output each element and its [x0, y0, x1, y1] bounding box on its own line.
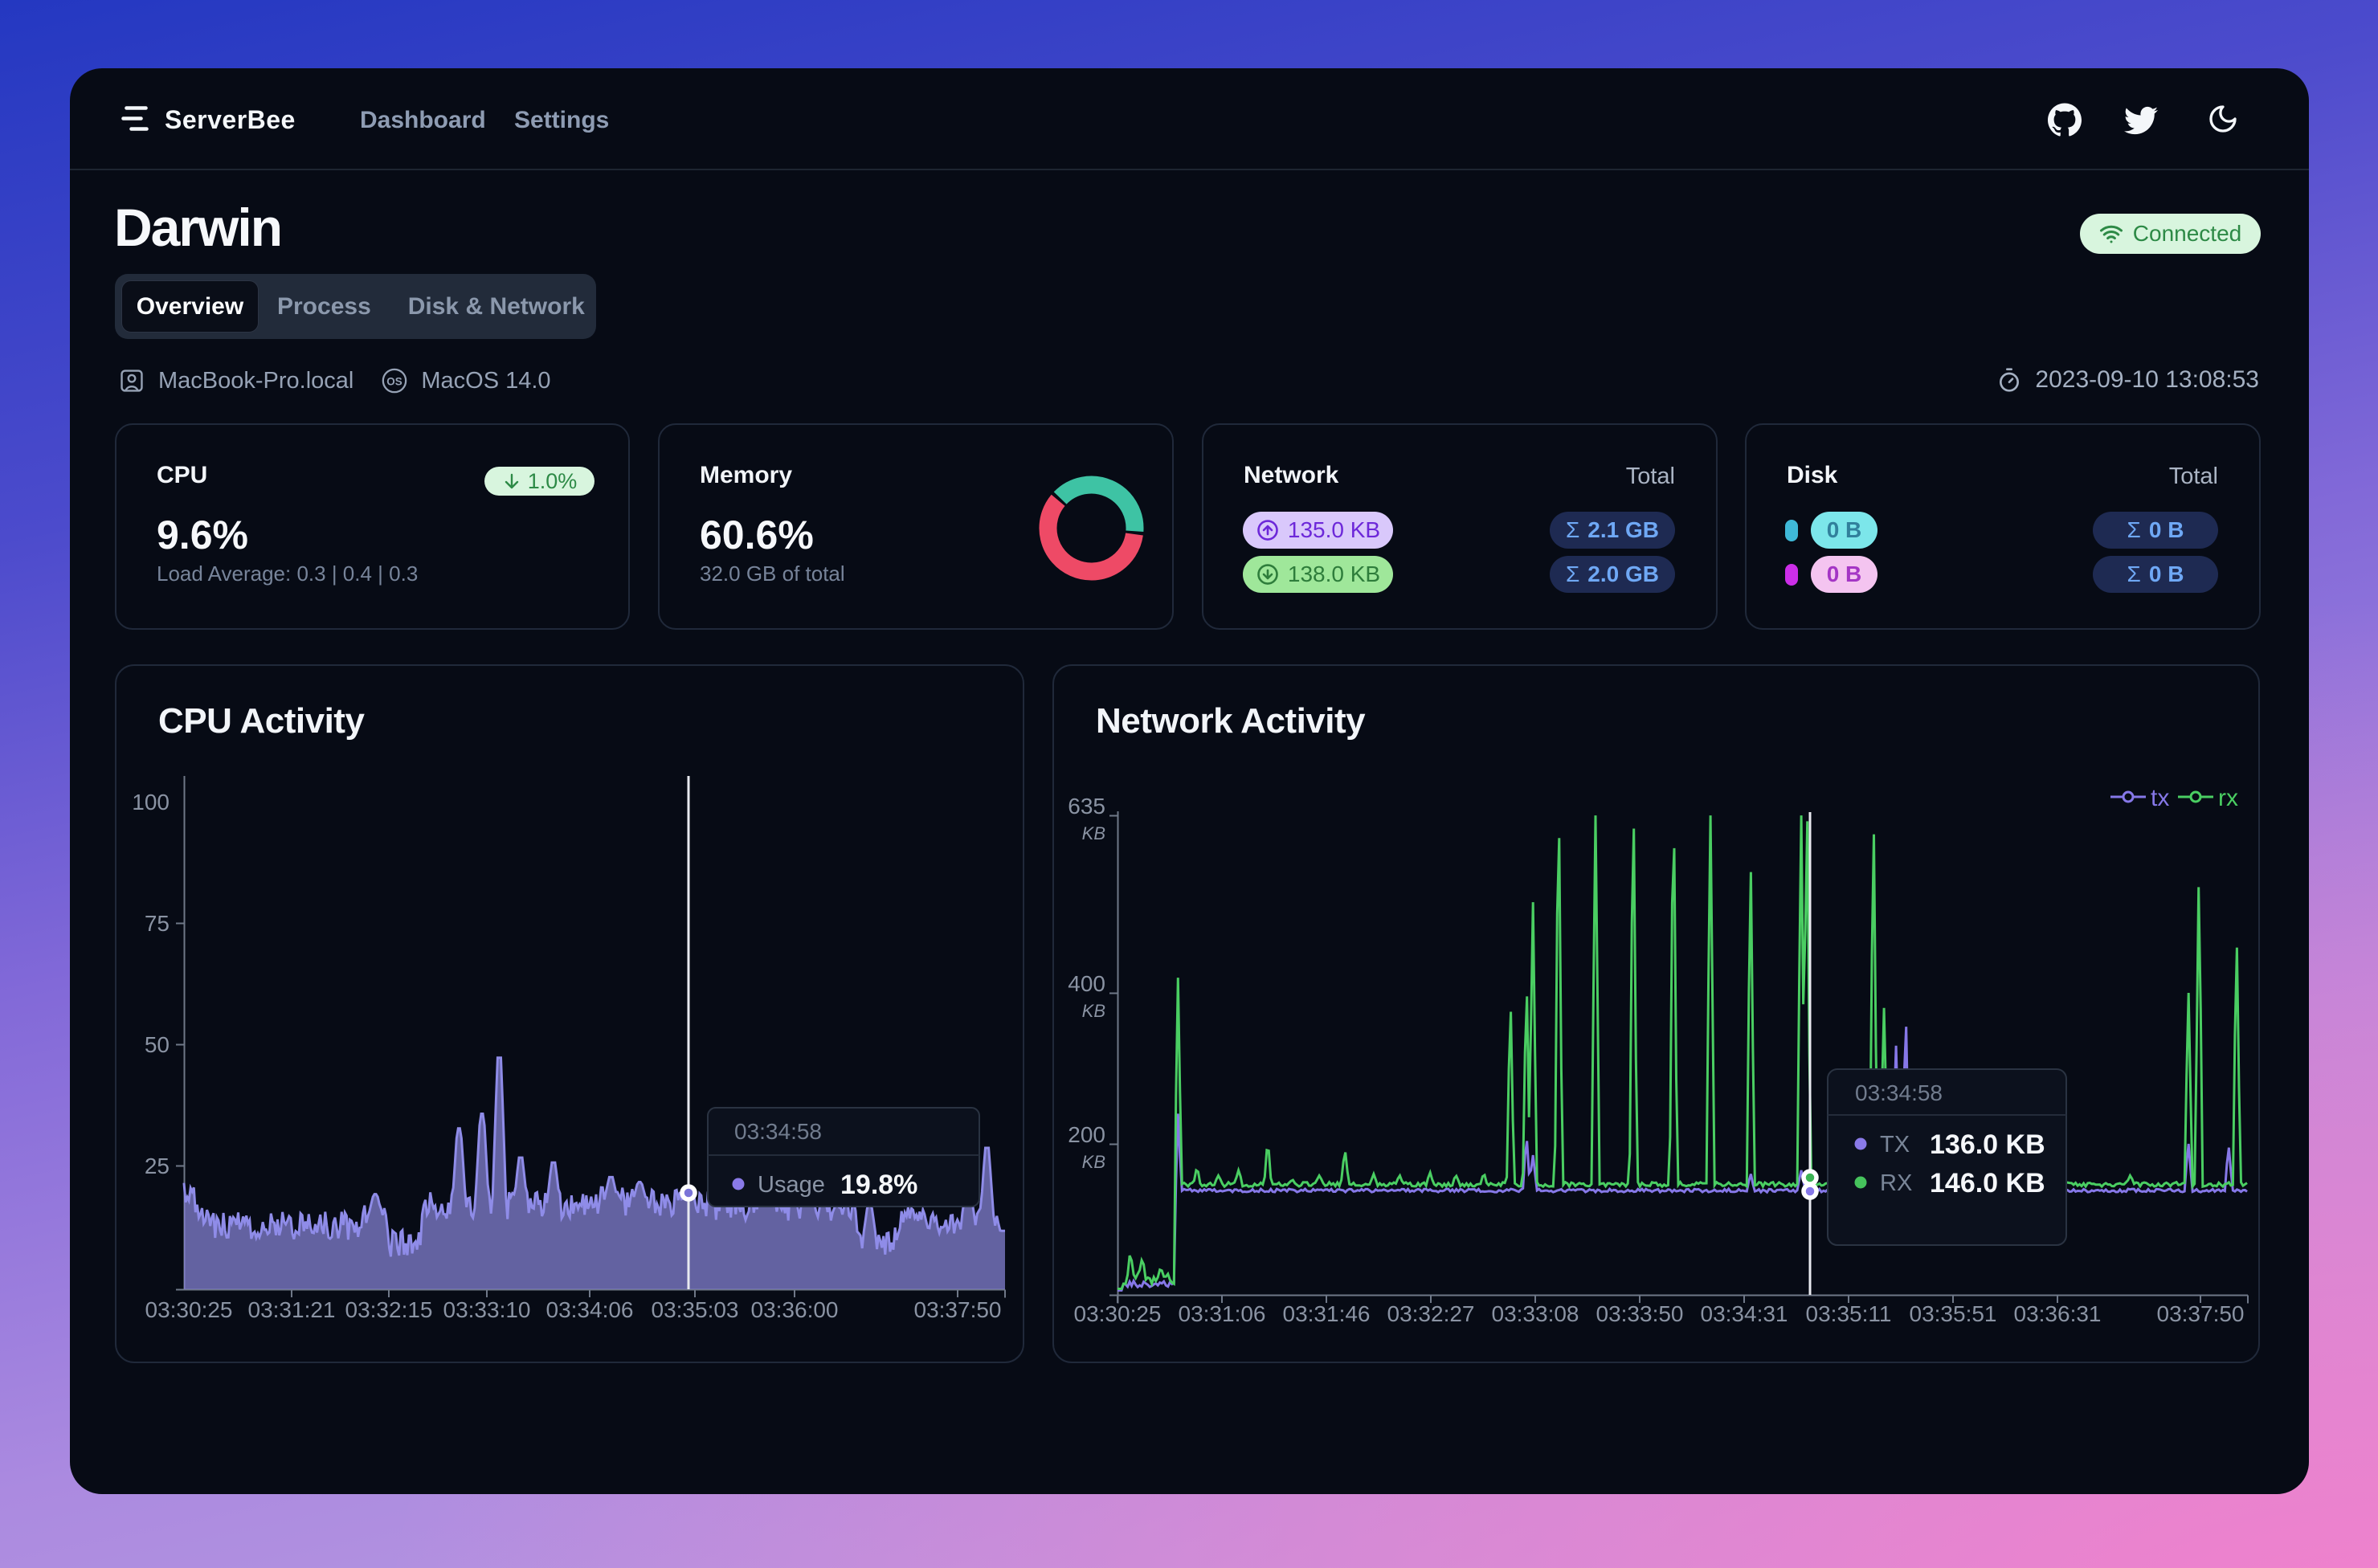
svg-text:146.0 KB: 146.0 KB [1930, 1168, 2045, 1198]
svg-text:19.8%: 19.8% [840, 1170, 917, 1200]
svg-text:200: 200 [1068, 1122, 1105, 1147]
svg-text:KB: KB [1082, 823, 1105, 843]
svg-text:03:31:06: 03:31:06 [1179, 1301, 1266, 1326]
svg-text:03:37:50: 03:37:50 [2157, 1301, 2245, 1326]
svg-text:tx: tx [2151, 785, 2169, 811]
svg-text:50: 50 [145, 1032, 170, 1057]
svg-text:03:33:50: 03:33:50 [1596, 1301, 1684, 1326]
svg-text:TX: TX [1880, 1132, 1910, 1158]
svg-text:03:30:25: 03:30:25 [145, 1297, 233, 1322]
svg-text:KB: KB [1082, 1001, 1105, 1021]
svg-text:03:34:58: 03:34:58 [1855, 1080, 1943, 1105]
svg-text:03:35:51: 03:35:51 [1910, 1301, 1997, 1326]
svg-text:03:31:46: 03:31:46 [1283, 1301, 1371, 1326]
svg-text:03:33:10: 03:33:10 [443, 1297, 531, 1322]
svg-text:03:31:21: 03:31:21 [248, 1297, 336, 1322]
svg-text:136.0 KB: 136.0 KB [1930, 1129, 2045, 1160]
svg-text:03:32:15: 03:32:15 [345, 1297, 433, 1322]
svg-text:03:34:31: 03:34:31 [1701, 1301, 1788, 1326]
svg-text:25: 25 [145, 1154, 170, 1178]
svg-text:KB: KB [1082, 1152, 1105, 1172]
svg-text:03:34:58: 03:34:58 [734, 1119, 822, 1144]
svg-text:03:36:00: 03:36:00 [751, 1297, 839, 1322]
svg-text:100: 100 [132, 790, 170, 815]
svg-text:rx: rx [2218, 785, 2238, 811]
svg-text:03:32:27: 03:32:27 [1387, 1301, 1475, 1326]
svg-text:400: 400 [1068, 971, 1105, 996]
svg-text:03:35:03: 03:35:03 [652, 1297, 739, 1322]
svg-text:03:37:50: 03:37:50 [914, 1297, 1002, 1322]
svg-text:03:34:06: 03:34:06 [546, 1297, 634, 1322]
svg-text:75: 75 [145, 911, 170, 936]
svg-text:Usage: Usage [758, 1172, 825, 1198]
svg-text:03:35:11: 03:35:11 [1806, 1301, 1892, 1326]
svg-text:03:36:31: 03:36:31 [2014, 1301, 2102, 1326]
svg-text:03:30:25: 03:30:25 [1074, 1301, 1162, 1326]
svg-text:03:33:08: 03:33:08 [1492, 1301, 1579, 1326]
svg-text:OS: OS [387, 376, 402, 388]
svg-text:RX: RX [1880, 1170, 1912, 1196]
svg-text:635: 635 [1068, 794, 1105, 819]
